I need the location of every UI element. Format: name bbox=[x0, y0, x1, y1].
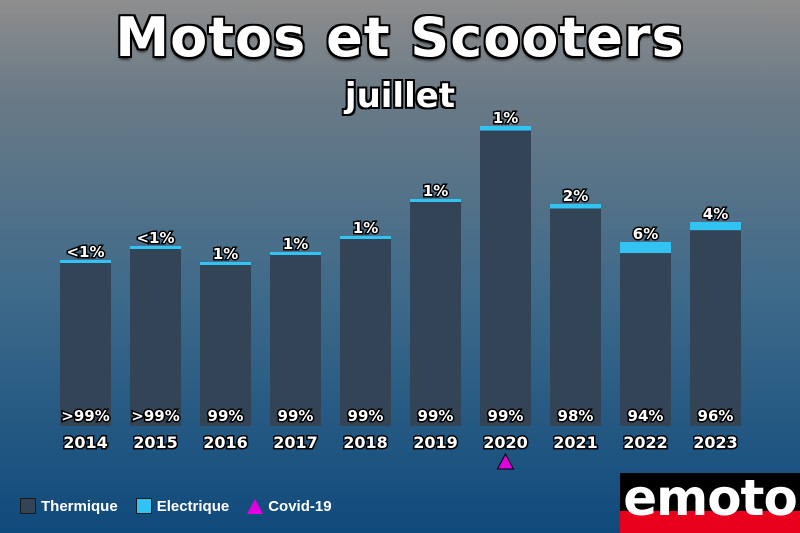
bar-thermique-2018 bbox=[340, 239, 391, 426]
label-electrique-2017: 1% bbox=[283, 235, 308, 253]
legend-swatch-thermique bbox=[20, 498, 36, 514]
tick-label-2019: 2019 bbox=[413, 433, 458, 452]
legend-label-electrique: Electrique bbox=[156, 497, 230, 515]
label-electrique-2020: 1% bbox=[493, 109, 518, 127]
legend-item-covid: Covid-19 bbox=[247, 497, 332, 515]
tick-label-2014: 2014 bbox=[63, 433, 108, 452]
legend-label-thermique: Thermique bbox=[41, 497, 118, 515]
label-electrique-2019: 1% bbox=[423, 182, 448, 200]
covid-marker-icon bbox=[496, 452, 515, 470]
bar-electrique-2014 bbox=[60, 260, 111, 263]
bar-thermique-2020 bbox=[480, 130, 531, 426]
label-electrique-2021: 2% bbox=[563, 187, 588, 205]
legend-swatch-electrique bbox=[135, 498, 152, 514]
label-thermique-2015: >99% bbox=[131, 407, 179, 425]
label-thermique-2014: >99% bbox=[61, 407, 109, 425]
label-thermique-2019: 99% bbox=[418, 407, 454, 425]
label-electrique-2014: <1% bbox=[66, 243, 104, 261]
bar-electrique-2016 bbox=[200, 262, 251, 265]
label-thermique-2020: 99% bbox=[488, 407, 524, 425]
bar-thermique-2019 bbox=[410, 202, 461, 426]
bar-electrique-2022 bbox=[620, 242, 671, 254]
triangle-icon bbox=[247, 498, 264, 514]
chart-title: Motos et Scooters bbox=[115, 6, 685, 69]
label-thermique-2022: 94% bbox=[628, 407, 664, 425]
bar-electrique-2017 bbox=[270, 252, 321, 255]
tick-label-2021: 2021 bbox=[553, 433, 598, 452]
legend: Thermique Electrique Covid-19 bbox=[20, 495, 332, 517]
tick-label-2015: 2015 bbox=[133, 433, 178, 452]
bar-thermique-2015 bbox=[130, 249, 181, 426]
legend-item-thermique: Thermique bbox=[20, 498, 118, 515]
label-electrique-2023: 4% bbox=[703, 205, 728, 223]
label-thermique-2023: 96% bbox=[698, 407, 734, 425]
legend-label-covid: Covid-19 bbox=[268, 497, 332, 515]
label-thermique-2016: 99% bbox=[208, 407, 244, 425]
bar-thermique-2017 bbox=[270, 255, 321, 426]
logo-red-band bbox=[620, 511, 800, 533]
bar-electrique-2020 bbox=[480, 126, 531, 131]
bar-electrique-2021 bbox=[550, 204, 601, 209]
bar-thermique-2016 bbox=[200, 265, 251, 426]
logo-text: emoto bbox=[623, 473, 798, 527]
bar-thermique-2022 bbox=[620, 253, 671, 426]
label-thermique-2021: 98% bbox=[558, 407, 594, 425]
label-thermique-2017: 99% bbox=[278, 407, 314, 425]
bar-electrique-2015 bbox=[130, 246, 181, 249]
emoto-logo: emoto bbox=[620, 473, 800, 533]
bar-thermique-2021 bbox=[550, 208, 601, 426]
tick-label-2017: 2017 bbox=[273, 433, 318, 452]
bar-thermique-2023 bbox=[690, 230, 741, 426]
bar-electrique-2023 bbox=[690, 222, 741, 231]
chart-subtitle: juillet bbox=[344, 76, 456, 116]
bar-electrique-2018 bbox=[340, 236, 391, 239]
legend-item-electrique: Electrique bbox=[135, 497, 230, 515]
label-electrique-2015: <1% bbox=[136, 229, 174, 247]
tick-label-2020: 2020 bbox=[483, 433, 528, 452]
label-electrique-2022: 6% bbox=[633, 225, 658, 243]
tick-label-2023: 2023 bbox=[693, 433, 738, 452]
bar-thermique-2014 bbox=[60, 263, 111, 426]
label-electrique-2018: 1% bbox=[353, 219, 378, 237]
tick-label-2022: 2022 bbox=[623, 433, 668, 452]
bar-electrique-2019 bbox=[410, 199, 461, 202]
tick-label-2016: 2016 bbox=[203, 433, 248, 452]
label-electrique-2016: 1% bbox=[213, 245, 238, 263]
tick-label-2018: 2018 bbox=[343, 433, 388, 452]
label-thermique-2018: 99% bbox=[348, 407, 384, 425]
